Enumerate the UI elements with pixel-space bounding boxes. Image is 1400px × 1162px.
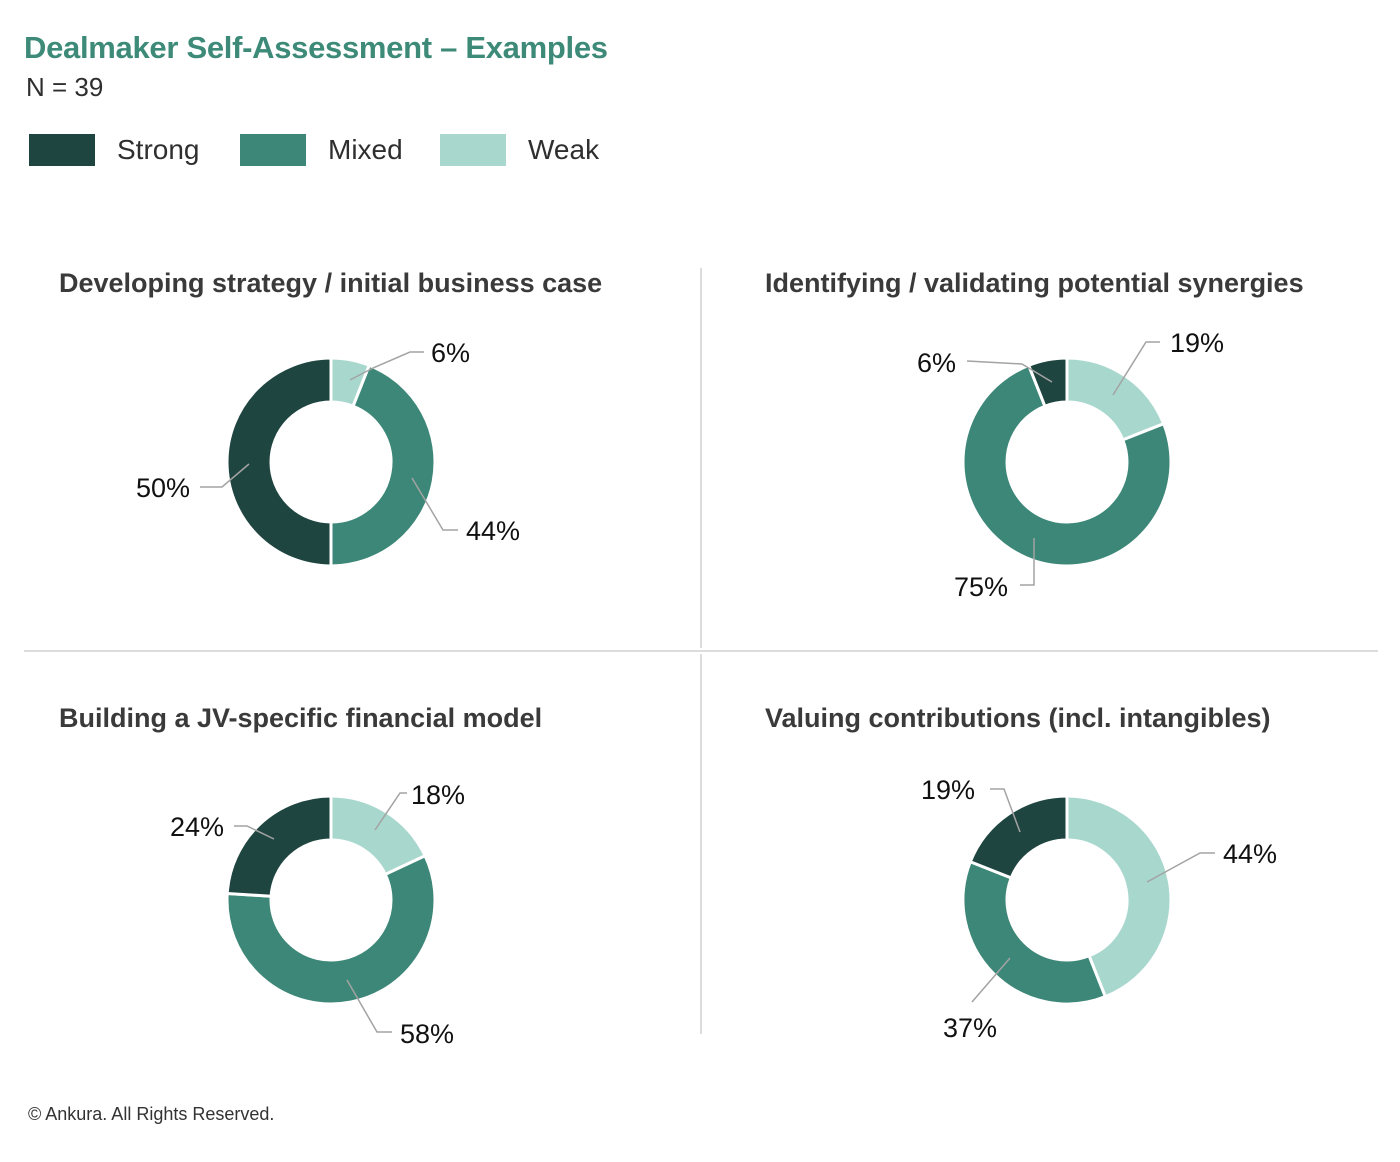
legend-swatch-weak (440, 134, 506, 166)
sample-size: N = 39 (26, 72, 104, 102)
legend-label-mixed: Mixed (328, 134, 403, 165)
donut-2-label-weak: 18% (411, 780, 465, 810)
donut-1-slice-weak (1065, 356, 1166, 442)
legend-swatch-mixed (240, 134, 306, 166)
donut-2-label-strong: 24% (170, 812, 224, 842)
donut-0-leader-line-weak (349, 351, 424, 381)
donut-0-label-strong: 50% (136, 473, 190, 503)
legend-label-strong: Strong (117, 134, 200, 165)
donut-2-leader-line-weak (374, 792, 407, 831)
donut-0-leader-line-mixed (411, 477, 458, 531)
panel-title-strategy: Developing strategy / initial business c… (59, 268, 603, 298)
donut-0-slice-mixed (329, 363, 437, 568)
donut-1-label-weak: 19% (1170, 328, 1224, 358)
donut-3-label-strong: 19% (921, 775, 975, 805)
donut-2-label-mixed: 58% (400, 1019, 454, 1049)
donut-3-slice-weak (1065, 794, 1173, 999)
divider-vertical-bottom (700, 654, 702, 1034)
donut-3-leader-line-weak (1146, 852, 1215, 883)
donut-0-label-weak: 6% (431, 338, 470, 368)
donut-1-leader-line-strong (966, 360, 1053, 383)
donut-0-slice-strong (225, 356, 333, 568)
donut-0-label-mixed: 44% (466, 516, 520, 546)
legend-swatch-strong (29, 134, 95, 166)
donut-3-label-weak: 44% (1223, 839, 1277, 869)
copyright-footer: © Ankura. All Rights Reserved. (28, 1104, 275, 1124)
donut-1-label-mixed: 75% (954, 572, 1008, 602)
donut-2-leader-line-mixed (346, 979, 392, 1033)
donut-3-leader-line-strong (990, 788, 1021, 833)
donut-3-slice-mixed (961, 859, 1108, 1006)
legend-label-weak: Weak (528, 134, 600, 165)
divider-vertical-top (700, 268, 702, 648)
donut-3-label-mixed: 37% (943, 1013, 997, 1043)
donut-1-slice-strong (1026, 356, 1069, 409)
panel-title-synergies: Identifying / validating potential syner… (765, 268, 1304, 298)
panel-title-financial-model: Building a JV-specific financial model (59, 703, 543, 733)
donut-2-slice-mixed (225, 853, 437, 1006)
donut-3-slice-strong (968, 794, 1069, 880)
panel-title-valuing-contributions: Valuing contributions (incl. intangibles… (765, 703, 1271, 733)
donut-0-leader-line-strong (200, 463, 250, 488)
donut-1-label-strong: 6% (917, 348, 956, 378)
donut-2-leader-line-strong (234, 825, 275, 840)
donut-1-leader-line-weak (1112, 341, 1160, 396)
donut-1-leader-line-mixed (1020, 538, 1035, 586)
donut-2-slice-strong (225, 794, 333, 898)
donut-1-slice-mixed (961, 363, 1173, 568)
donut-3-leader-line-mixed (971, 957, 1011, 1003)
chart-title: Dealmaker Self-Assessment – Examples (24, 30, 608, 65)
divider-horizontal (24, 650, 1378, 652)
